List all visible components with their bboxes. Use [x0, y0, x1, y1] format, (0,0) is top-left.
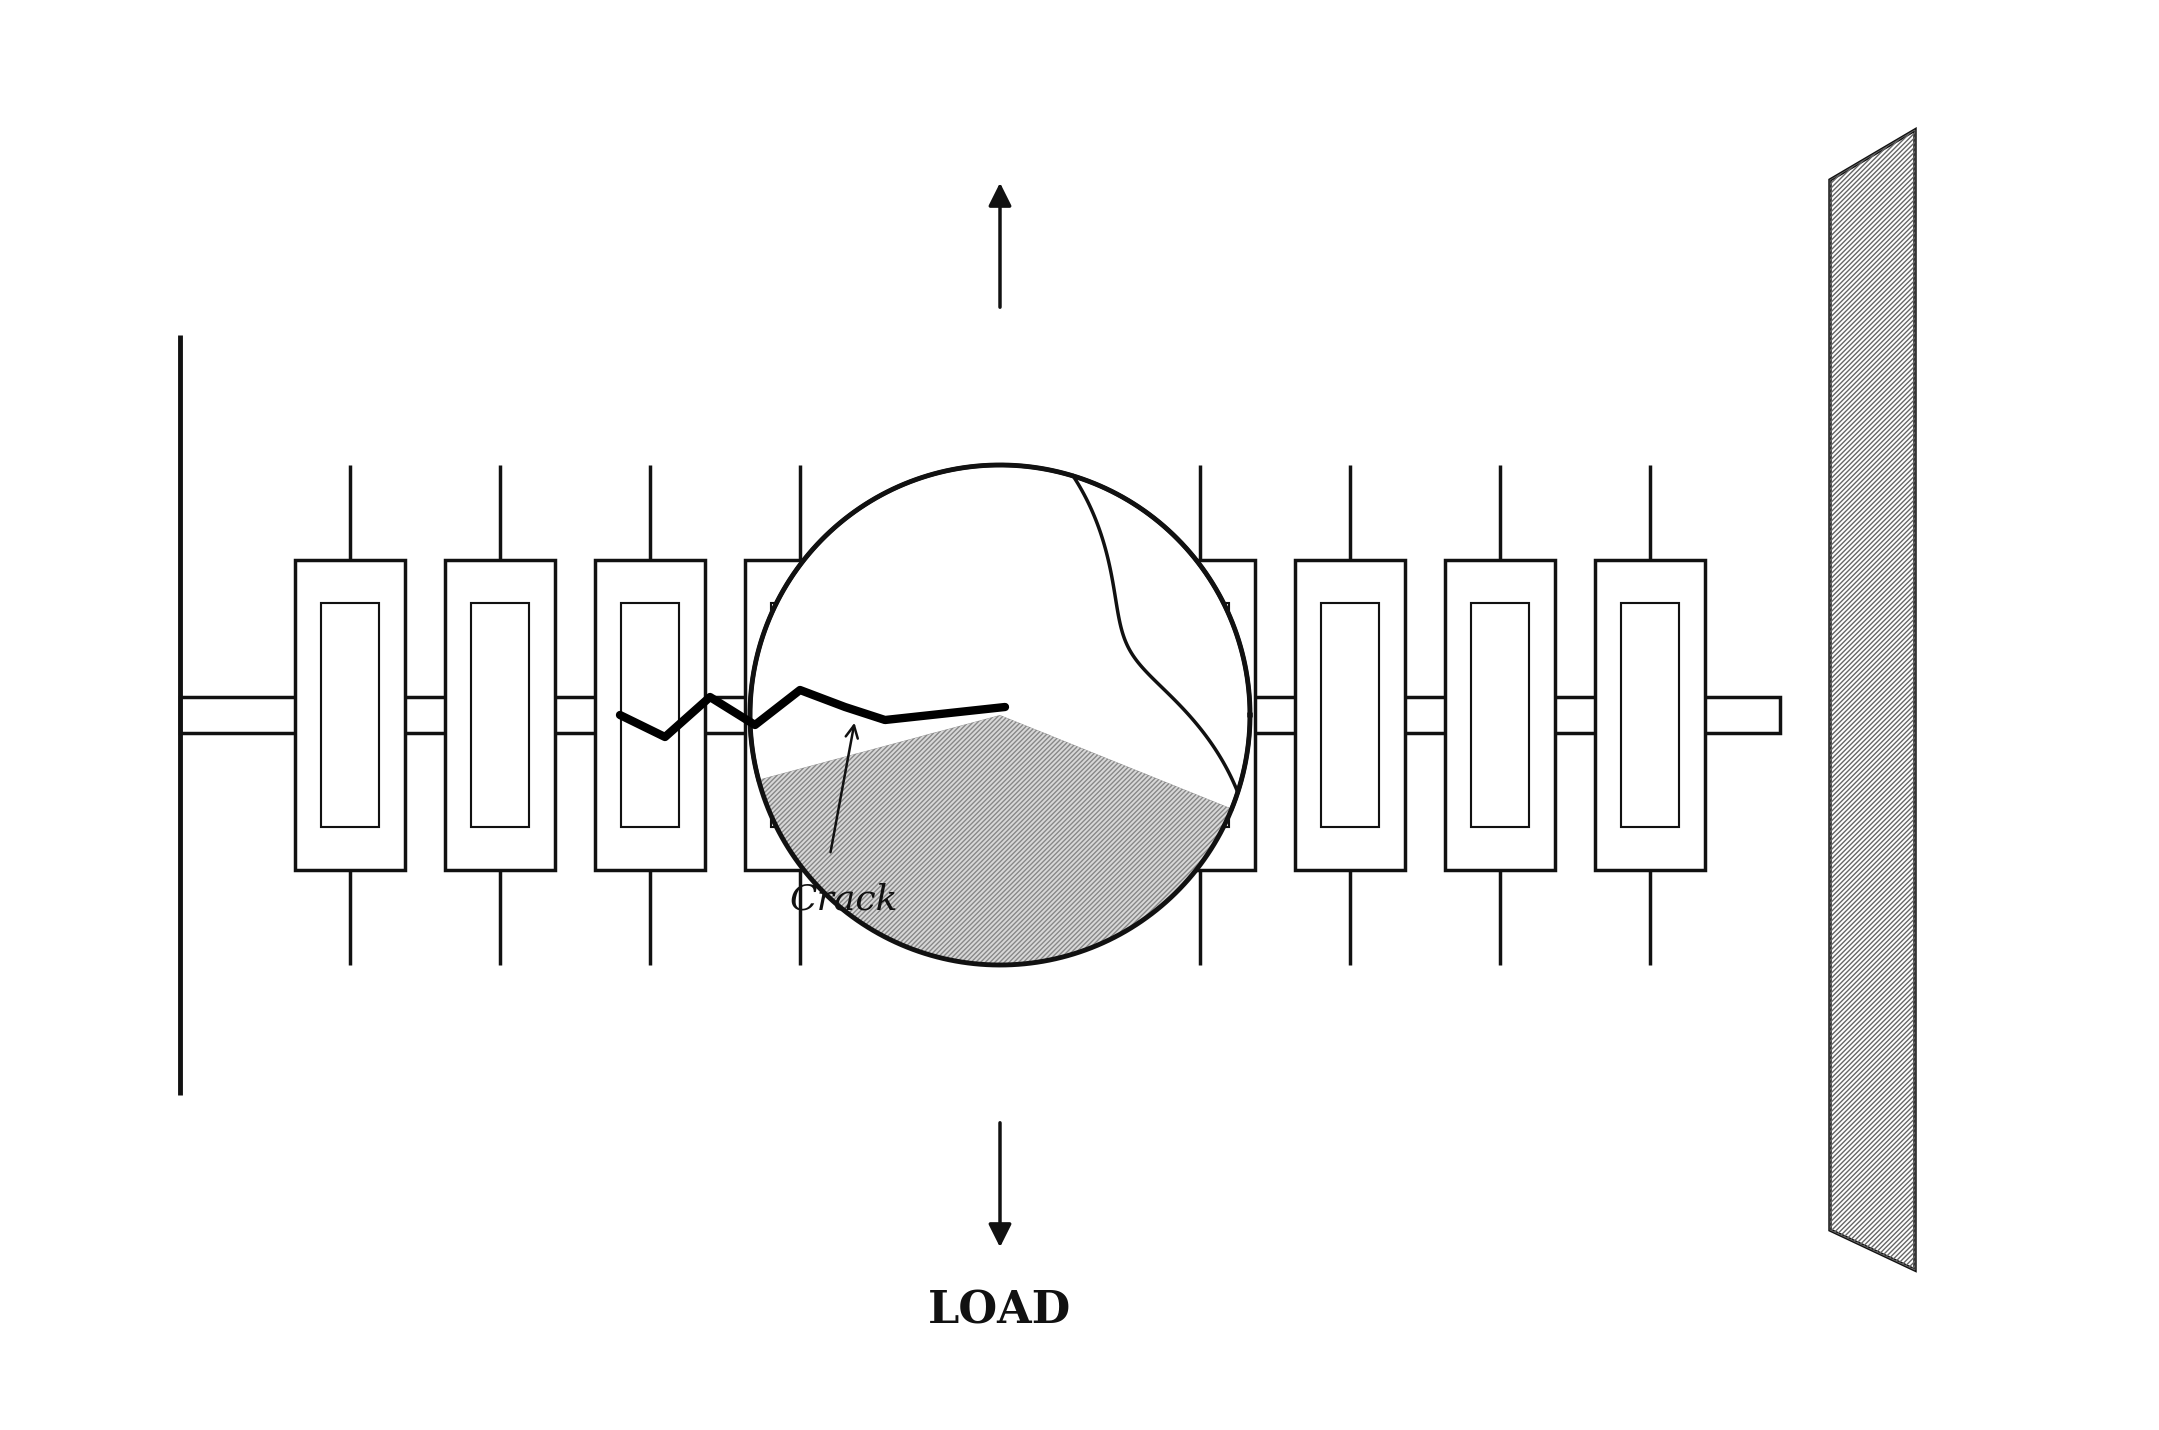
Bar: [596, 561, 706, 869]
Polygon shape: [749, 465, 1250, 808]
Bar: [622, 603, 678, 827]
Bar: [296, 561, 406, 869]
Bar: [1295, 561, 1406, 869]
Bar: [1444, 561, 1554, 869]
Polygon shape: [1831, 130, 1915, 1270]
Bar: [1621, 603, 1678, 827]
Bar: [1472, 603, 1529, 827]
Bar: [771, 603, 829, 827]
Bar: [1144, 561, 1254, 869]
Bar: [1596, 561, 1706, 869]
Bar: [179, 696, 1779, 734]
Bar: [1172, 603, 1228, 827]
Text: LOAD: LOAD: [928, 1290, 1071, 1333]
Bar: [471, 603, 529, 827]
Bar: [1321, 603, 1380, 827]
Text: Crack: Crack: [790, 882, 898, 917]
Bar: [322, 603, 378, 827]
Bar: [745, 561, 855, 869]
Bar: [445, 561, 555, 869]
Polygon shape: [758, 715, 1233, 965]
